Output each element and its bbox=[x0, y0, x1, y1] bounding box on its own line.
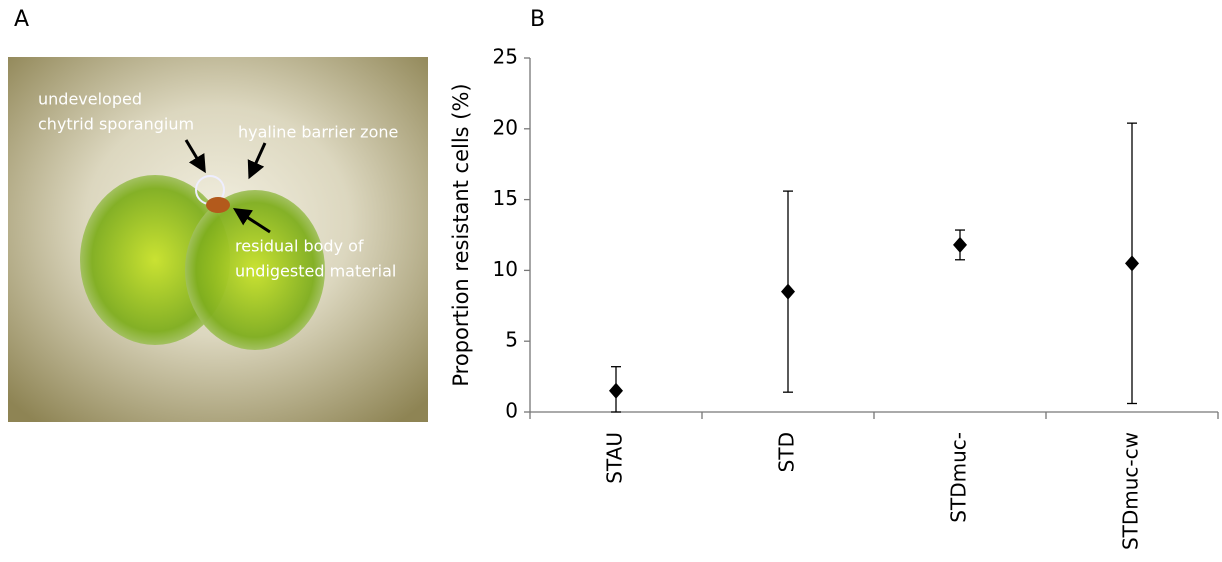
annotation: undigested material bbox=[235, 262, 396, 281]
y-tick-label: 10 bbox=[493, 257, 518, 281]
annotation: chytrid sporangium bbox=[38, 115, 194, 134]
y-tick-label: 20 bbox=[493, 115, 518, 139]
annotation: hyaline barrier zone bbox=[238, 123, 398, 142]
y-tick-label: 25 bbox=[493, 45, 518, 69]
y-axis-title: Proportion resistant cells (%) bbox=[449, 83, 473, 386]
marker bbox=[1125, 255, 1139, 272]
x-tick-label: STDmuc-cw bbox=[1119, 432, 1143, 550]
y-tick-label: 0 bbox=[505, 399, 518, 423]
marker bbox=[609, 382, 623, 399]
photo bbox=[8, 57, 428, 422]
x-tick-label: STD bbox=[775, 432, 799, 472]
marker bbox=[781, 283, 795, 300]
panel-label: B bbox=[530, 7, 545, 32]
y-tick-label: 15 bbox=[493, 186, 518, 210]
x-tick-label: STAU bbox=[603, 432, 627, 484]
panel-label: A bbox=[14, 7, 29, 32]
annotation: undeveloped bbox=[38, 90, 142, 109]
y-tick-label: 5 bbox=[505, 328, 518, 352]
x-tick-label: STDmuc- bbox=[947, 432, 971, 523]
annotation: residual body of bbox=[235, 237, 364, 256]
marker bbox=[953, 236, 967, 253]
